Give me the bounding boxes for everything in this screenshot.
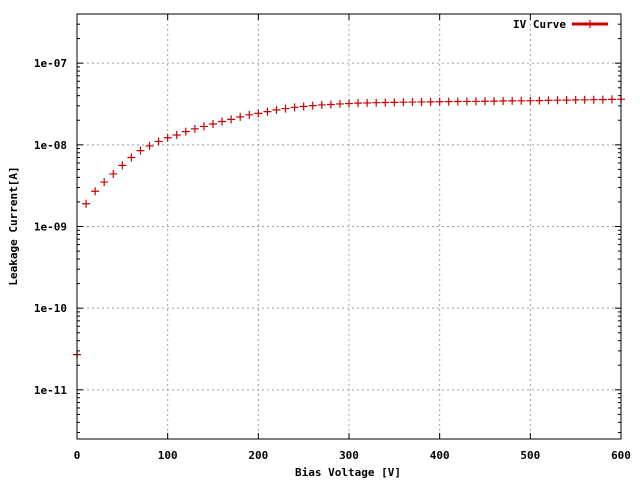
data-point — [453, 97, 462, 106]
data-point — [354, 99, 363, 108]
data-point — [598, 95, 607, 104]
data-point — [308, 101, 317, 110]
data-point — [517, 96, 526, 105]
data-point — [363, 98, 372, 107]
x-tick-label: 0 — [74, 449, 81, 462]
data-point — [245, 110, 254, 119]
data-point — [136, 146, 145, 155]
y-tick-label: 1e-10 — [34, 302, 67, 315]
data-point — [526, 96, 535, 105]
data-point — [109, 169, 118, 178]
data-point — [172, 130, 181, 139]
data-point — [272, 105, 281, 114]
x-axis-label: Bias Voltage [V] — [295, 466, 401, 479]
x-tick-label: 600 — [611, 449, 631, 462]
data-point — [281, 104, 290, 113]
data-point — [535, 96, 544, 105]
data-point — [580, 95, 589, 104]
data-point — [399, 98, 408, 107]
legend-label: IV Curve — [513, 18, 566, 31]
data-point — [435, 97, 444, 106]
data-point — [290, 103, 299, 112]
data-point — [544, 96, 553, 105]
data-point — [227, 115, 236, 124]
y-tick-label: 1e-07 — [34, 57, 67, 70]
data-point — [444, 97, 453, 106]
data-point — [199, 122, 208, 131]
data-point — [263, 107, 272, 116]
y-tick-label: 1e-11 — [34, 384, 67, 397]
data-point — [607, 95, 616, 104]
y-tick-label: 1e-09 — [34, 221, 67, 234]
data-point — [372, 98, 381, 107]
data-series-iv-curve — [73, 95, 625, 359]
data-point — [490, 97, 499, 106]
axis-ticks: 0 100 200 300 400 500 600 1e-11 1e-10 1e-09 1e-08 1… — [34, 14, 631, 462]
data-point — [254, 109, 263, 118]
data-point — [390, 98, 399, 107]
grid-lines — [77, 14, 621, 439]
data-point — [553, 96, 562, 105]
data-point — [82, 199, 91, 208]
x-tick-label: 300 — [339, 449, 359, 462]
data-point — [163, 133, 172, 142]
legend: IV Curve — [513, 18, 608, 31]
data-point — [499, 97, 508, 106]
data-point — [91, 187, 100, 196]
data-point — [426, 97, 435, 106]
data-point — [571, 95, 580, 104]
data-point — [317, 100, 326, 109]
legend-marker-swatch — [586, 20, 594, 28]
data-point — [118, 161, 127, 170]
data-point — [381, 98, 390, 107]
data-point — [154, 137, 163, 146]
data-point — [145, 141, 154, 150]
data-point — [299, 102, 308, 111]
x-tick-label: 200 — [248, 449, 268, 462]
data-point — [127, 153, 136, 162]
data-point — [181, 127, 190, 136]
data-point — [471, 97, 480, 106]
data-point — [408, 98, 417, 107]
data-point — [236, 112, 245, 121]
data-point — [335, 99, 344, 108]
x-tick-label: 400 — [430, 449, 450, 462]
data-point — [190, 124, 199, 133]
y-tick-label: 1e-08 — [34, 139, 67, 152]
data-point — [326, 100, 335, 109]
y-axis-label: Leakage Current[A] — [7, 166, 20, 285]
data-point — [218, 117, 227, 126]
data-point — [481, 97, 489, 106]
data-point — [417, 97, 426, 106]
data-point — [562, 96, 571, 105]
data-point — [589, 95, 598, 104]
x-tick-label: 100 — [158, 449, 178, 462]
data-point — [100, 178, 109, 187]
data-point — [508, 96, 517, 105]
data-point — [209, 119, 217, 128]
data-point — [345, 99, 353, 108]
x-tick-label: 500 — [520, 449, 540, 462]
data-point — [462, 97, 471, 106]
